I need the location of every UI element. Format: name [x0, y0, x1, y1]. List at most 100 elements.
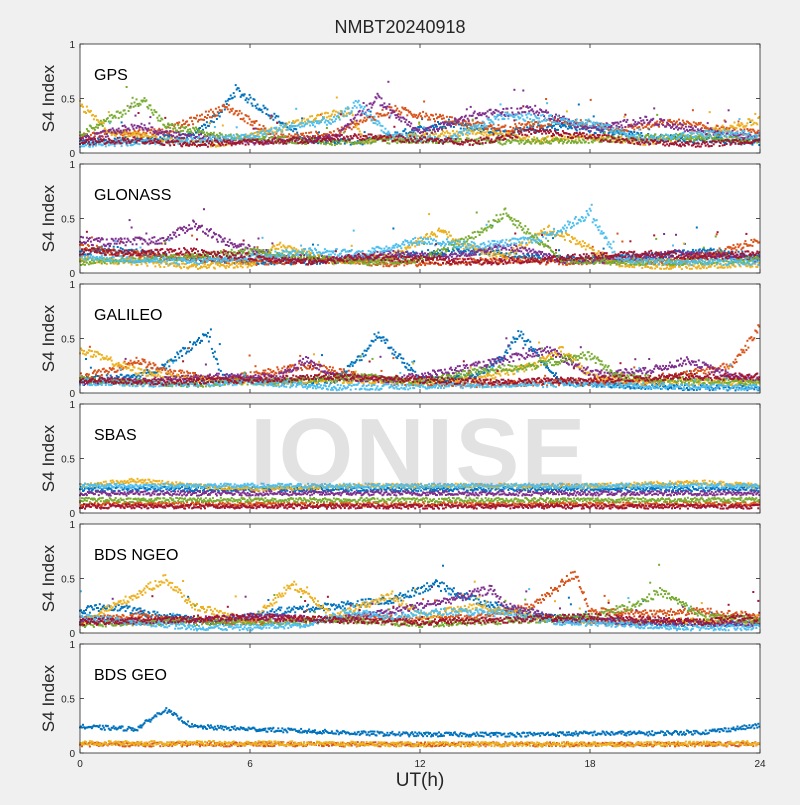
data-point: [608, 134, 610, 136]
data-point: [580, 119, 582, 121]
data-point: [661, 140, 663, 142]
data-point: [256, 120, 258, 122]
data-point: [188, 124, 190, 126]
data-point: [144, 133, 146, 135]
data-point: [603, 140, 605, 142]
data-point: [137, 103, 139, 105]
data-point: [617, 139, 619, 141]
data-point: [206, 132, 208, 134]
data-point: [346, 115, 348, 117]
data-point: [156, 142, 158, 144]
data-point: [665, 141, 667, 143]
data-point: [374, 101, 376, 103]
data-point: [456, 141, 458, 143]
data-point: [123, 139, 125, 141]
data-point: [158, 115, 160, 117]
data-point: [209, 136, 211, 138]
data-point: [387, 81, 389, 83]
data-point: [456, 131, 458, 133]
data-point: [501, 113, 503, 115]
data-point: [88, 136, 90, 138]
data-point: [637, 133, 639, 135]
data-point: [674, 124, 676, 126]
data-point: [159, 129, 161, 131]
data-point: [578, 137, 580, 139]
data-point: [265, 135, 267, 137]
data-point: [386, 142, 388, 144]
data-point: [251, 121, 253, 123]
data-point: [404, 121, 406, 123]
data-point: [359, 139, 361, 141]
data-point: [438, 116, 440, 118]
data-point: [443, 123, 445, 125]
data-point: [526, 117, 528, 119]
data-point: [653, 107, 655, 109]
data-point: [195, 141, 197, 143]
data-point: [695, 136, 697, 138]
data-point: [528, 136, 530, 138]
data-point: [722, 144, 724, 146]
data-point: [463, 119, 465, 121]
data-point: [122, 137, 124, 139]
data-point: [201, 114, 203, 116]
data-point: [517, 140, 519, 142]
data-point: [163, 144, 165, 146]
data-point: [308, 121, 310, 123]
data-point: [254, 99, 256, 101]
data-point: [392, 134, 394, 136]
data-point: [90, 110, 92, 112]
data-point: [103, 122, 105, 124]
data-point: [205, 135, 207, 137]
data-point: [725, 121, 727, 123]
y-tick-label: 0.5: [61, 95, 75, 106]
data-point: [523, 129, 525, 131]
data-point: [690, 141, 692, 143]
data-point: [516, 108, 518, 110]
data-point: [504, 143, 506, 145]
data-point: [521, 134, 523, 136]
data-point: [297, 135, 299, 137]
data-point: [676, 138, 678, 140]
data-point: [668, 145, 670, 147]
data-point: [559, 140, 561, 142]
data-point: [703, 141, 705, 143]
data-point: [217, 138, 219, 140]
data-point: [624, 114, 626, 116]
data-point: [314, 135, 316, 137]
data-point: [677, 124, 679, 126]
data-point: [264, 129, 266, 131]
data-point: [740, 138, 742, 140]
data-point: [457, 136, 459, 138]
data-point: [462, 134, 464, 136]
data-point: [263, 129, 265, 131]
data-point: [533, 119, 535, 121]
data-point: [598, 136, 600, 138]
data-point: [211, 121, 213, 123]
data-point: [605, 139, 607, 141]
data-point: [709, 131, 711, 133]
data-point: [451, 116, 453, 118]
data-point: [316, 122, 318, 124]
data-point: [345, 108, 347, 110]
data-point: [510, 133, 512, 135]
data-point: [536, 126, 538, 128]
data-point: [489, 122, 491, 124]
data-point: [221, 139, 223, 141]
data-point: [134, 102, 136, 104]
data-point: [515, 119, 517, 121]
data-point: [136, 98, 138, 100]
data-point: [340, 143, 342, 145]
data-point: [403, 118, 405, 120]
data-point: [550, 124, 552, 126]
data-point: [376, 136, 378, 138]
data-point: [640, 120, 642, 122]
data-point: [623, 129, 625, 131]
data-point: [648, 136, 650, 138]
data-point: [514, 123, 516, 125]
data-point: [334, 144, 336, 146]
data-point: [647, 128, 649, 130]
data-point: [649, 143, 651, 145]
data-point: [98, 139, 100, 141]
data-point: [290, 129, 292, 131]
data-point: [114, 145, 116, 147]
